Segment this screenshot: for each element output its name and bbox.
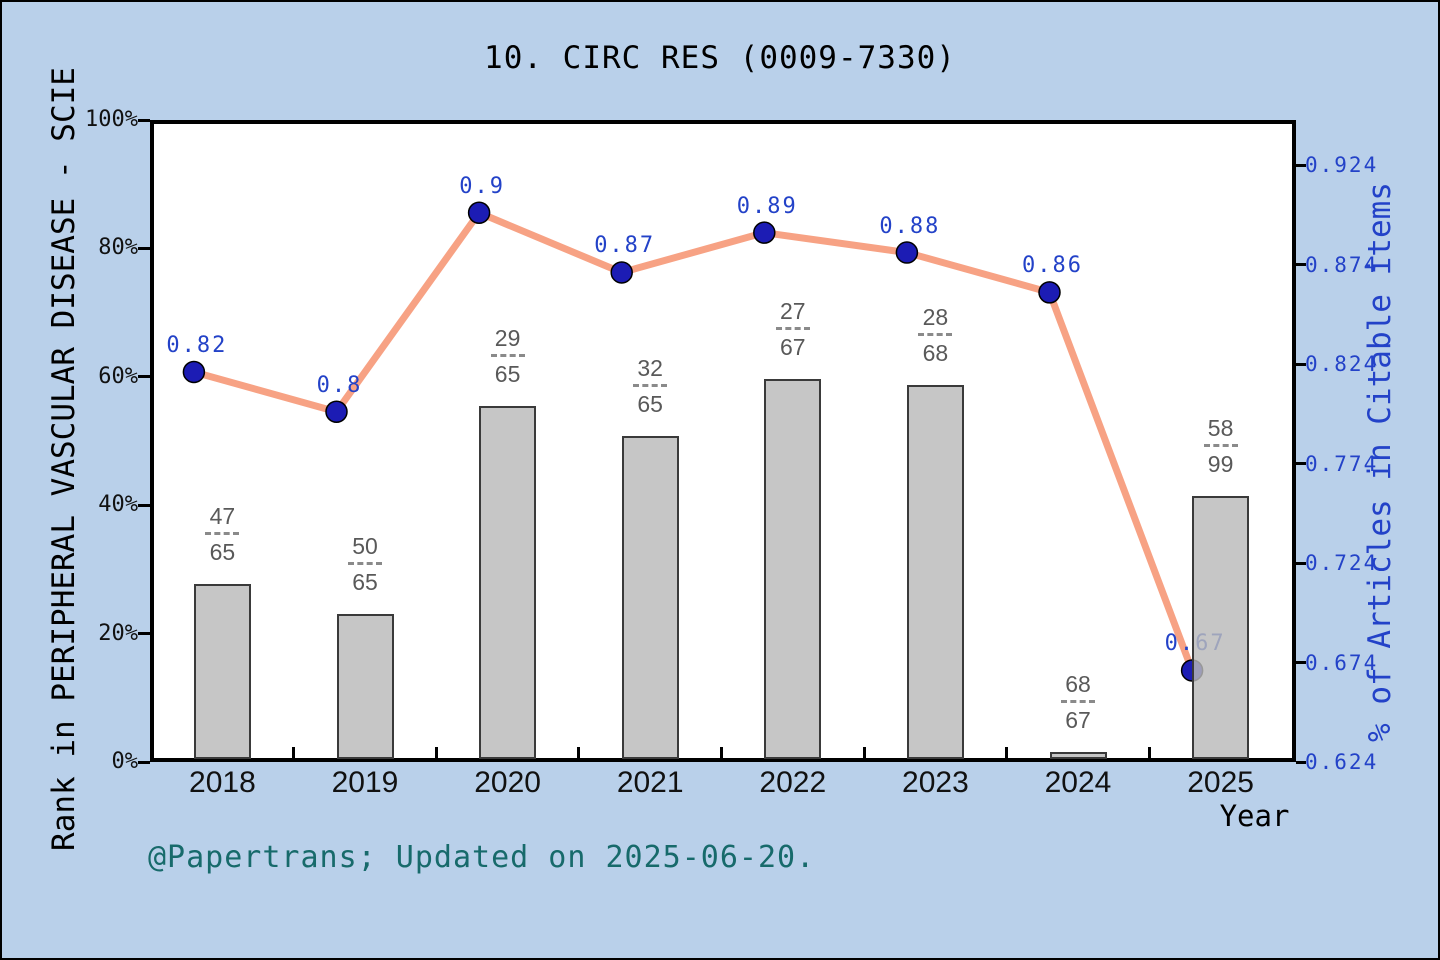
line-point-marker xyxy=(467,201,491,225)
line-point-marker xyxy=(895,241,919,264)
chart-title: 10. CIRC RES (0009-7330) xyxy=(484,40,956,76)
line-point-marker xyxy=(610,261,633,284)
x-axis-title: Year xyxy=(1219,799,1290,833)
line-point-marker xyxy=(1038,281,1061,304)
line-point-marker xyxy=(753,221,776,244)
line-point-marker xyxy=(182,360,206,384)
line-point-marker xyxy=(1180,659,1204,682)
line-point-marker xyxy=(325,400,348,424)
watermark-caption: @Papertrans; Updated on 2025-06-20. xyxy=(148,840,816,875)
citable-line xyxy=(190,209,1196,674)
